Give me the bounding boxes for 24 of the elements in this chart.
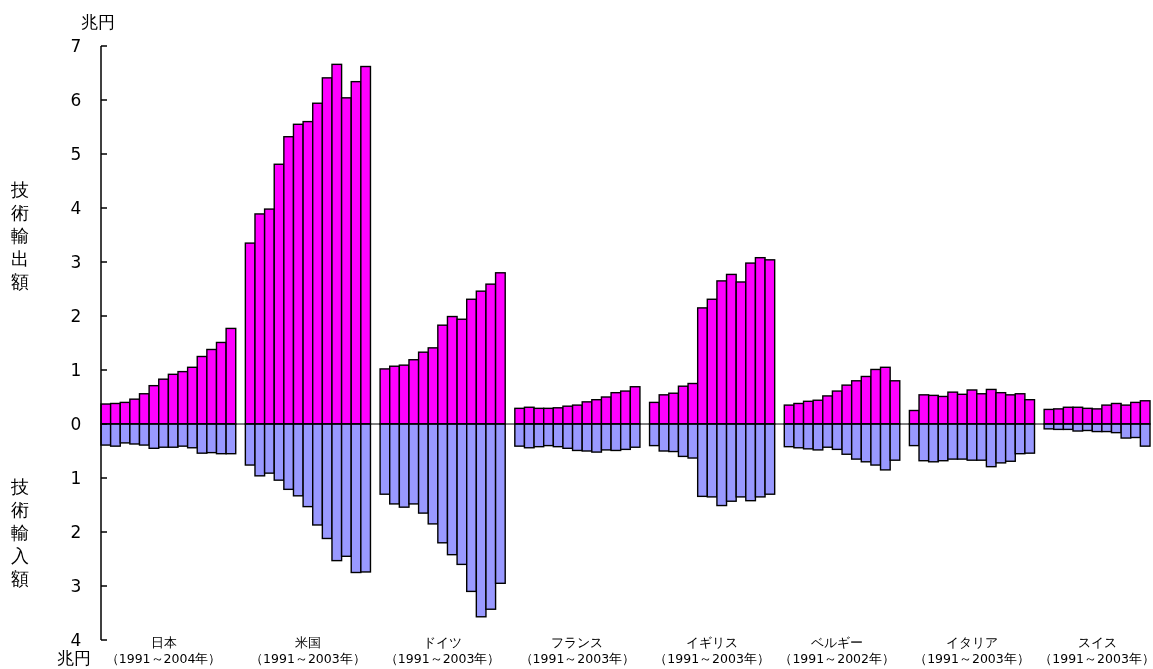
y-tick-label: 2: [70, 522, 82, 542]
y-tick-label: 3: [70, 252, 82, 272]
x-tick-label: イギリス（1991～2003年）: [654, 635, 770, 666]
y-tick-label: 3: [70, 576, 82, 596]
x-tick-label: フランス（1991～2003年）: [519, 635, 636, 666]
y-tick-label: 7: [70, 36, 82, 56]
x-tick-label: スイス（1991～2003年）: [1039, 635, 1153, 666]
y-tick-label: 2: [70, 306, 82, 326]
x-tick-label: ベルギー（1991～2002年）: [779, 635, 896, 666]
y-tick-label: 0: [70, 414, 82, 434]
y-axis-title: 技術輸出額: [10, 179, 29, 292]
text: 兆円: [57, 648, 91, 668]
y-tick-label: 1: [70, 360, 82, 380]
y-tick-label: 1: [70, 468, 82, 488]
text: 兆円: [81, 12, 115, 32]
text: 技術輸入額: [10, 476, 29, 589]
x-tick-label: 米国（1991～2003年）: [250, 635, 366, 666]
x-tick-label: イタリア（1991～2003年）: [914, 635, 1030, 666]
y-tick-label: 5: [70, 144, 82, 164]
y-tick-label: 6: [70, 90, 82, 110]
y-tick-label: 4: [70, 630, 82, 650]
x-tick-label: ドイツ（1991～2003年）: [384, 635, 501, 666]
x-tick-label: 日本（1991～2004年）: [105, 635, 222, 666]
y-tick-label: 4: [70, 198, 82, 218]
